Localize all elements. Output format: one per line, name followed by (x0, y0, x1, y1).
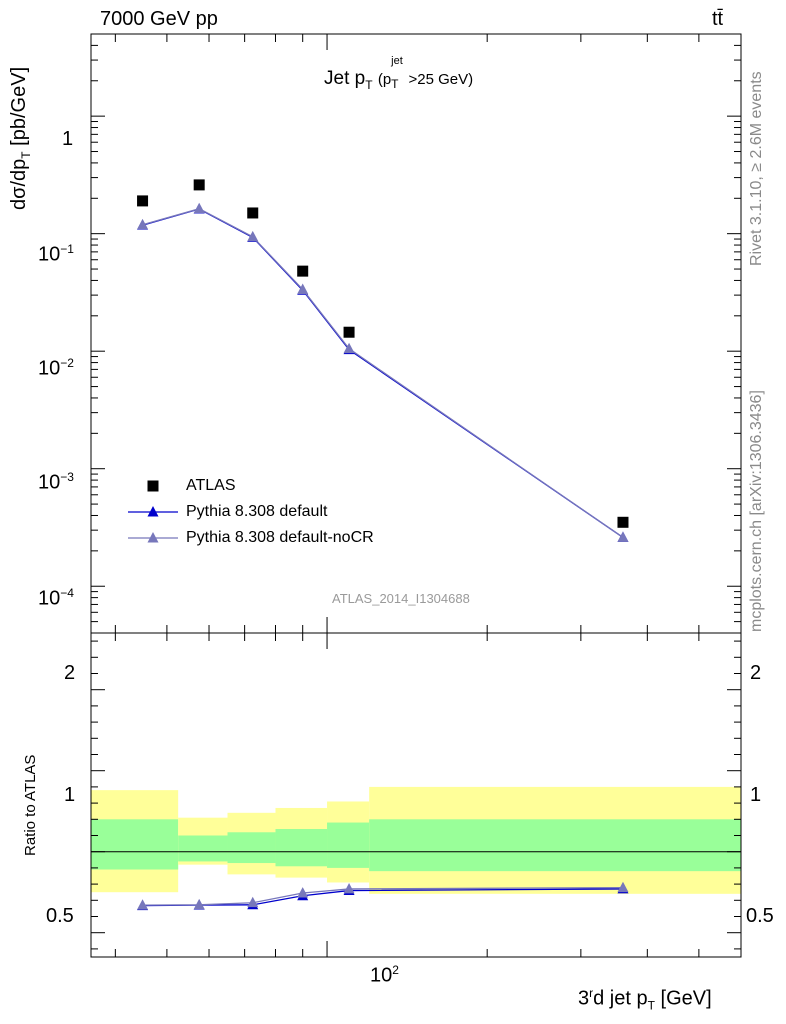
ratio-uncertainty-band-green (227, 832, 276, 864)
rivet-version-label: Rivet 3.1.10, ≥ 2.6M events (748, 71, 765, 266)
main-series-point-0 (617, 516, 629, 528)
plot-title-cut-sub-text: T (391, 77, 399, 91)
legend-pythia-nocr-label: Pythia 8.308 default-noCR (186, 529, 374, 546)
x-axis-label-unit: [GeV] (660, 987, 712, 1010)
main-ytick-label-0p1: 10−1 (38, 242, 74, 267)
x-axis-label-main: 3 (578, 987, 590, 1010)
plot-title-sub: T (365, 77, 373, 92)
ratio-series-point-1 (247, 896, 259, 908)
main-ytick-label-0p0001: 10−4 (38, 586, 74, 611)
legend-pythia-default-marker (147, 506, 159, 517)
main-series-point-2 (617, 531, 629, 542)
main-ytick-0p1-base: 10 (38, 243, 61, 266)
main-ytick-0p001-base: 10 (38, 471, 61, 494)
main-series-point-2 (297, 283, 309, 294)
ratio-uncertainty-band-green (178, 835, 228, 862)
ratio-series-point-1 (193, 898, 205, 910)
main-series-point-2 (193, 202, 205, 214)
main-ytick-0p01-base: 10 (38, 357, 61, 380)
x-axis-label-rest: d jet p (593, 987, 648, 1010)
ratio-panel-frame (90, 632, 742, 958)
main-ytick-label-0p01: 10−2 (38, 356, 74, 381)
ratio-ytick-label-0p5-left: 0.5 (46, 905, 74, 927)
ratio-uncertainty-band-green (275, 829, 328, 867)
x-axis-label: 3rd jet pT [GeV] (578, 986, 712, 1013)
plot-title-cut-sub: jet T (391, 55, 403, 91)
plot-title: Jet pT (p jet T >25 GeV) (324, 55, 474, 92)
main-series-point-0 (343, 326, 355, 338)
analysis-id-label: ATLAS_2014_I1304688 (332, 591, 470, 606)
x-axis-label-sub: T (647, 998, 655, 1013)
main-series-point-0 (137, 195, 149, 207)
legend-pythia-default-label: Pythia 8.308 default (186, 503, 328, 520)
main-ytick-0p01-exp: −2 (60, 356, 74, 370)
main-y-axis-label-unit: [pb/GeV] (8, 66, 30, 146)
ratio-uncertainty-band-green (327, 822, 370, 868)
plot-title-cut-rest: >25 GeV) (408, 71, 474, 88)
main-series-point-0 (193, 179, 205, 191)
ratio-uncertainty-band-green (91, 819, 179, 870)
main-series-point-2 (343, 342, 355, 354)
plot-title-cut-text: (p (377, 71, 392, 88)
main-ytick-label-1: 1 (62, 128, 73, 151)
xtick-100-exp: 2 (392, 963, 399, 977)
plot-title-cut-sup: jet (391, 55, 403, 67)
main-y-axis-label-main: dσ/dp (8, 158, 30, 210)
main-series-point-2 (247, 230, 259, 242)
main-ytick-1-base: 1 (62, 128, 74, 150)
ratio-series-point-1 (617, 881, 629, 893)
header-right-label: tt̄ (712, 8, 724, 30)
ratio-ytick-label-2-right: 2 (750, 662, 762, 684)
main-ytick-label-0p001: 10−3 (38, 470, 74, 495)
main-series-line-2 (142, 208, 624, 538)
main-ytick-0p001-exp: −3 (60, 470, 74, 484)
mcplots-reference-label: mcplots.cern.ch [arXiv:1306.3436] (748, 390, 765, 632)
ratio-ytick-label-0p5-right: 0.5 (746, 905, 774, 927)
x-axis-label-sup: r (589, 986, 594, 1000)
ratio-series-point-1 (297, 887, 309, 898)
header-left-label: 7000 GeV pp (100, 8, 218, 30)
legend-atlas-label: ATLAS (186, 477, 236, 494)
ratio-series-point-1 (343, 883, 355, 894)
ratio-uncertainty-band-green (369, 819, 741, 872)
ratio-series-line-1 (142, 887, 623, 906)
main-ytick-0p0001-exp: −4 (60, 586, 74, 600)
legend-atlas-marker (147, 480, 159, 492)
ratio-ytick-label-1-right: 1 (750, 784, 762, 806)
main-y-axis-label-sub: T (19, 151, 33, 159)
ratio-ytick-label-2-left: 2 (64, 662, 76, 684)
main-y-axis-label: dσ/dpT [pb/GeV] (8, 67, 33, 210)
main-series-point-0 (297, 265, 309, 277)
ratio-y-axis-label: Ratio to ATLAS (22, 754, 39, 856)
xtick-label-100: 102 (370, 963, 399, 988)
main-ytick-0p0001-base: 10 (38, 587, 61, 610)
ratio-series-point-1 (137, 899, 149, 910)
plot-title-main: Jet p (324, 68, 366, 89)
legend-pythia-nocr-marker (147, 532, 159, 543)
plot-title-cut: (p jet T >25 GeV) (377, 55, 474, 91)
main-series-point-2 (137, 218, 149, 230)
xtick-100-base: 10 (370, 964, 393, 987)
ratio-ytick-label-1-left: 1 (64, 784, 76, 806)
main-ytick-0p1-exp: −1 (60, 242, 74, 256)
main-series-point-0 (247, 207, 259, 219)
